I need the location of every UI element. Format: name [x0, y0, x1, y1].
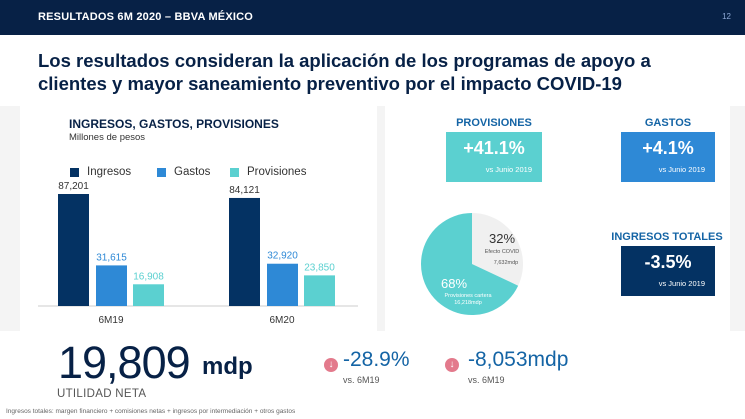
page-title: Los resultados consideran la aplicación …	[38, 49, 718, 95]
kpi-provisiones-caption: vs Junio 2019	[485, 165, 532, 174]
net-income-label: UTILIDAD NETA	[57, 388, 147, 400]
kpi-provisiones-box: +41.1% vs Junio 2019	[446, 132, 542, 182]
legend-swatch-provisiones	[230, 167, 239, 177]
legend-swatch-ingresos	[70, 167, 79, 177]
legend-label-gastos: Gastos	[174, 166, 211, 178]
kpi-provisiones-value: +41.1%	[463, 138, 525, 158]
footnote: Ingresos totales: margen financiero + co…	[6, 408, 296, 415]
legend-item-provisiones: Provisiones	[230, 166, 306, 178]
change-pct-caption: vs. 6M19	[343, 375, 380, 385]
change-amount-caption: vs. 6M19	[468, 375, 505, 385]
legend-item-gastos: Gastos	[157, 166, 210, 178]
kpi-ingresos-totales-box: -3.5% vs Junio 2019	[621, 246, 715, 296]
kpi-provisiones-label: PROVISIONES	[456, 117, 532, 129]
arrow-down-icon: ↓	[324, 358, 338, 372]
change-pct-value: -28.9%	[343, 348, 410, 371]
kpi-gastos-box: +4.1% vs Junio 2019	[621, 132, 715, 182]
net-income-value: 19,809	[58, 337, 191, 388]
legend-label-provisiones: Provisiones	[247, 166, 307, 178]
chart-subtitle: Millones de pesos	[69, 132, 146, 143]
section-title: RESULTADOS 6M 2020 – BBVA MÉXICO	[38, 11, 254, 23]
kpi-gastos-value: +4.1%	[642, 138, 694, 158]
legend-swatch-gastos	[157, 167, 166, 177]
chart-title: INGRESOS, GASTOS, PROVISIONES	[69, 117, 279, 131]
header-bar: RESULTADOS 6M 2020 – BBVA MÉXICO 12	[0, 0, 745, 35]
page-title-line-1: Los resultados consideran la aplicación …	[38, 50, 651, 71]
kpi-gastos-caption: vs Junio 2019	[658, 165, 705, 174]
kpi-ingresos-totales-caption: vs Junio 2019	[658, 279, 705, 288]
kpi-gastos-label: GASTOS	[644, 117, 692, 129]
legend-label-ingresos: Ingresos	[87, 166, 132, 178]
kpi-ingresos-totales-value: -3.5%	[644, 252, 692, 272]
kpi-ingresos-totales-label: INGRESOS TOTALES	[611, 231, 723, 243]
change-amount-value: -8,053mdp	[468, 348, 569, 371]
arrow-down-icon: ↓	[445, 358, 459, 372]
net-income-unit: mdp	[202, 353, 253, 380]
page-title-line-2: clientes y mayor saneamiento preventivo …	[38, 73, 622, 94]
legend-item-ingresos: Ingresos	[70, 166, 131, 178]
page-number: 12	[722, 12, 731, 21]
